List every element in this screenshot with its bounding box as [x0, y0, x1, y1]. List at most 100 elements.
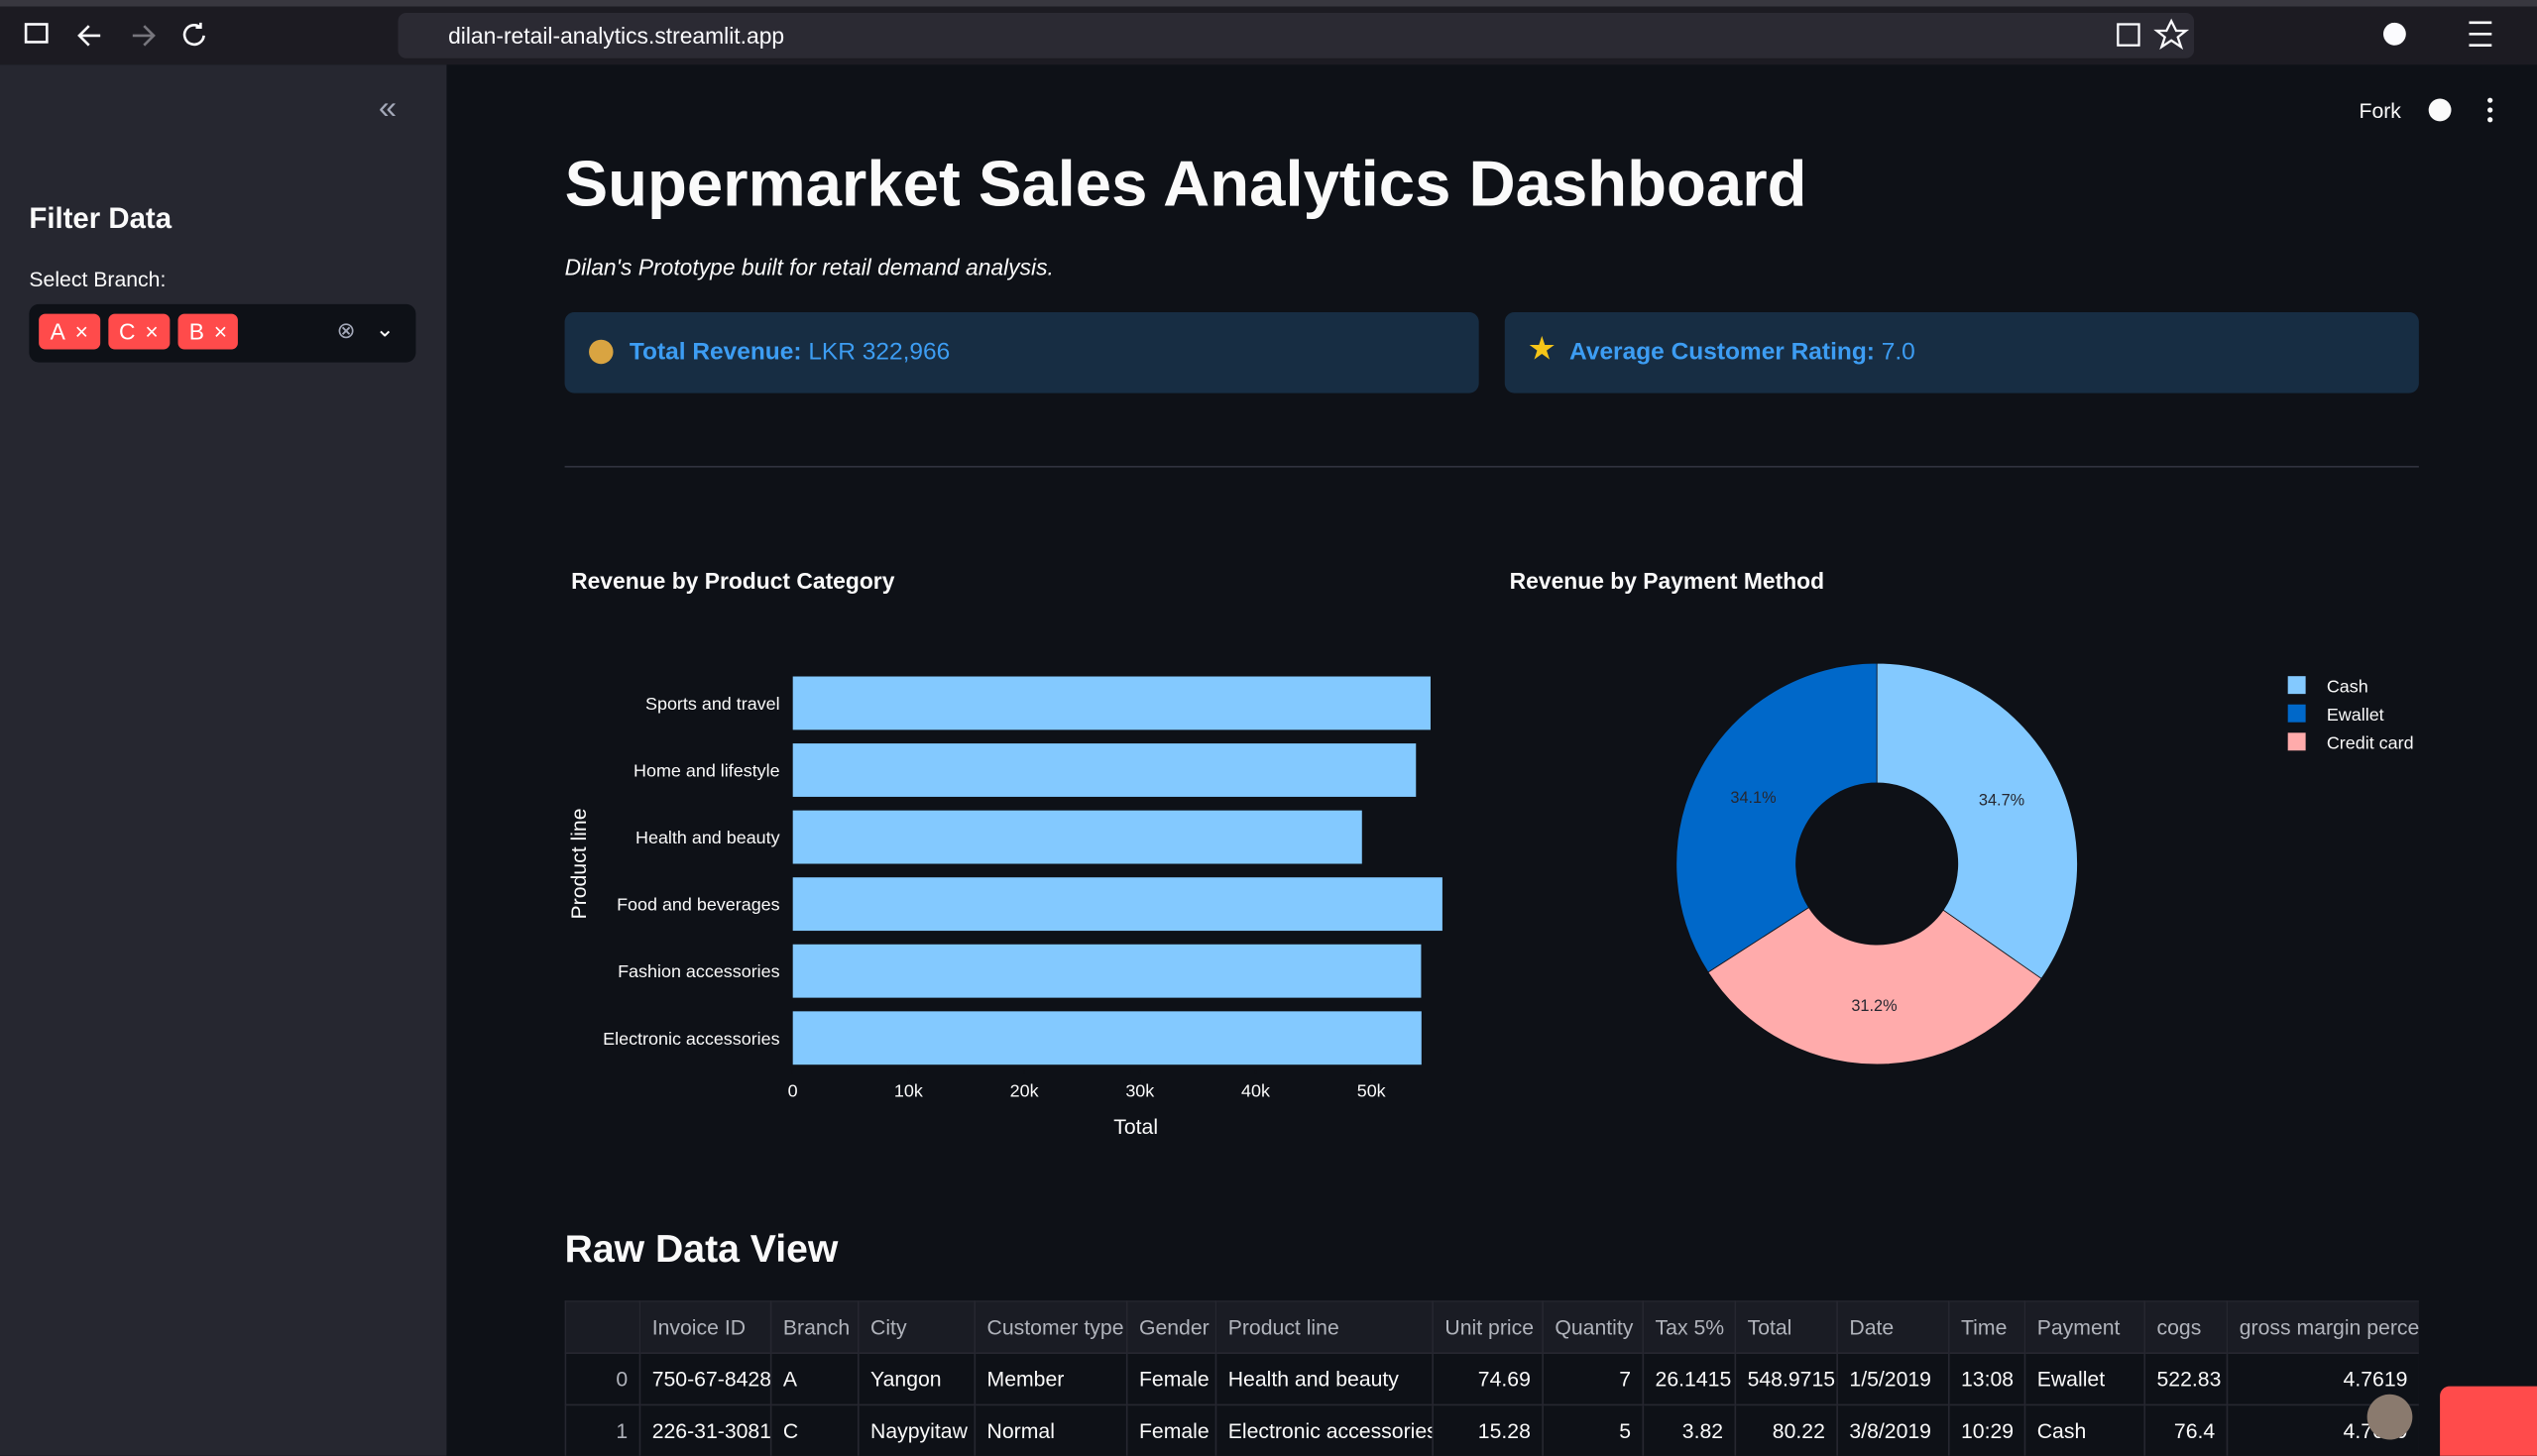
money-bag-icon: [589, 339, 614, 365]
donut-slice: [1876, 662, 2078, 979]
tag-label: C: [119, 318, 136, 345]
column-header: Tax 5%: [1642, 1300, 1737, 1355]
table-cell: 74.69: [1432, 1352, 1544, 1406]
table-cell: 226-31-3081: [638, 1403, 772, 1456]
bar: [792, 810, 1362, 864]
back-icon[interactable]: [77, 25, 101, 47]
x-tick-label: 50k: [1357, 1081, 1386, 1101]
table-row: 1 226-31-3081 C Naypyitaw Normal Female Electr…: [564, 1403, 2419, 1456]
column-header: cogs: [2143, 1300, 2229, 1355]
tab-strip: [0, 0, 2537, 7]
y-tick-label: Electronic accessories: [603, 1029, 779, 1049]
legend-label: Credit card: [2327, 733, 2414, 753]
fork-button[interactable]: Fork: [2359, 98, 2401, 124]
x-tick-label: 10k: [894, 1081, 923, 1101]
nav-icons: [24, 22, 205, 47]
sidebar: [0, 64, 447, 1456]
header-row: Invoice ID Branch City Customer type Gender P…: [564, 1300, 2419, 1355]
bar: [792, 944, 1422, 998]
avatar[interactable]: [2366, 1394, 2413, 1440]
x-tick-label: 40k: [1241, 1081, 1270, 1101]
metric-card: ★ Average Customer Rating: 7.0: [1504, 311, 2419, 393]
table-cell: 10:29: [1947, 1403, 2026, 1456]
column-header: Gender: [1125, 1300, 1217, 1355]
table-cell: 76.4: [2143, 1403, 2229, 1456]
chart-title: Revenue by Product Category: [571, 567, 895, 594]
legend-label: Ewallet: [2327, 705, 2384, 725]
reload-icon[interactable]: [182, 22, 205, 47]
star-icon[interactable]: [2153, 18, 2190, 51]
toolbar-icons: [2428, 97, 2493, 123]
clear-icon[interactable]: ⊗: [336, 316, 356, 343]
column-header: Time: [1947, 1300, 2026, 1355]
metric-label: Total Revenue:: [629, 338, 802, 366]
x-tick-label: 0: [788, 1081, 798, 1101]
sidebar-icon[interactable]: [24, 23, 49, 44]
branch-tag: C ×: [107, 313, 171, 350]
column-header: [564, 1300, 641, 1355]
table-cell: 7: [1542, 1352, 1645, 1406]
dropdown-icon[interactable]: ⌄: [375, 315, 395, 342]
column-header: Total: [1734, 1300, 1838, 1355]
table-cell: Electronic accessories: [1214, 1403, 1434, 1456]
donut-slice: [1675, 662, 1878, 973]
table-cell: Female: [1125, 1403, 1217, 1456]
github-icon[interactable]: [2428, 98, 2452, 122]
star-emoji: ★: [1527, 331, 1557, 368]
url-bar[interactable]: [398, 13, 2195, 58]
collapse-button[interactable]: «: [378, 90, 398, 127]
table-cell: 15.28: [1432, 1403, 1544, 1456]
column-header: City: [857, 1300, 977, 1355]
column-header: Customer type: [974, 1300, 1128, 1355]
x-axis-title: Total: [1113, 1116, 1158, 1139]
table-row: 0 750-67-8428 A Yangon Member Female Health an…: [564, 1352, 2419, 1406]
tag-remove[interactable]: ×: [213, 318, 228, 345]
y-tick-label: Food and beverages: [617, 895, 780, 915]
table-cell: Cash: [2023, 1403, 2146, 1456]
legend-label: Cash: [2327, 677, 2368, 697]
chart-title: Revenue by Payment Method: [1509, 567, 1825, 594]
streamlit-badge[interactable]: [2440, 1386, 2537, 1456]
table-cell: C: [769, 1403, 860, 1456]
forward-icon[interactable]: [132, 25, 156, 47]
table-cell: 80.22: [1734, 1403, 1838, 1456]
bar-chart: 0 10k 20k 30k 40k 50k Sports and travel Home an…: [568, 676, 1442, 1139]
tag-remove[interactable]: ×: [145, 318, 159, 345]
browser-icons: [2117, 18, 2492, 51]
download-icon[interactable]: [2117, 23, 2140, 47]
table-cell: Health and beauty: [1214, 1352, 1434, 1406]
sidebar-title: Filter Data: [29, 202, 173, 235]
y-tick-label: Fashion accessories: [618, 961, 780, 981]
bar: [792, 1011, 1422, 1065]
subtitle: Dilan's Prototype built for retail deman…: [564, 254, 1054, 280]
table-cell: 4.7619: [2226, 1352, 2419, 1406]
table-cell: 0: [564, 1352, 641, 1406]
table-cell: 26.1415: [1642, 1352, 1737, 1406]
table-cell: Ewallet: [2023, 1352, 2146, 1406]
column-header: Quantity: [1542, 1300, 1645, 1355]
table-wrap: Invoice ID Branch City Customer type Gender P…: [564, 1300, 2419, 1456]
donut-slice: [1707, 907, 2042, 1065]
y-tick-label: Health and beauty: [635, 828, 780, 847]
bar: [792, 743, 1417, 797]
column-header: Branch: [769, 1300, 860, 1355]
tag-remove[interactable]: ×: [74, 318, 88, 345]
select-label: Select Branch:: [29, 267, 167, 291]
metric-value: 7.0: [1881, 338, 1915, 366]
slice-label: 34.1%: [1730, 789, 1776, 807]
more-icon[interactable]: [2487, 97, 2493, 103]
table-cell: Female: [1125, 1352, 1217, 1406]
table-cell: 1: [564, 1403, 641, 1456]
table-cell: Yangon: [857, 1352, 977, 1406]
tag-label: B: [188, 318, 204, 345]
table-cell: 3.82: [1642, 1403, 1737, 1456]
table-cell: 1/5/2019: [1836, 1352, 1950, 1406]
profile-icon[interactable]: [2382, 22, 2406, 46]
bar: [792, 877, 1442, 932]
legend-swatch: [2287, 676, 2306, 695]
branch-tag: B ×: [177, 313, 239, 350]
table-cell: 13:08: [1947, 1352, 2026, 1406]
menu-icon[interactable]: [2469, 21, 2492, 48]
multiselect[interactable]: A × C × B × ⊗ ⌄: [29, 303, 416, 363]
